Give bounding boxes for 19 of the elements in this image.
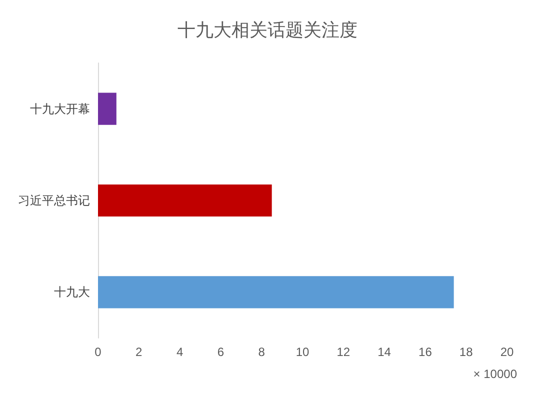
y-tick-label: 十九大开幕 bbox=[30, 102, 90, 116]
bar bbox=[98, 92, 116, 125]
x-tick-label: 4 bbox=[176, 345, 184, 359]
bar bbox=[98, 276, 454, 308]
x-tick-label: 6 bbox=[217, 345, 224, 359]
bar bbox=[98, 184, 272, 217]
x-tick-label: 8 bbox=[258, 345, 266, 359]
y-tick-label: 十九大 bbox=[54, 285, 90, 300]
x-tick-label: 0 bbox=[94, 345, 102, 359]
chart-title: 十九大相关话题关注度 bbox=[178, 20, 358, 40]
x-tick-label: 10 bbox=[296, 345, 310, 359]
x-tick-label: 12 bbox=[336, 345, 350, 359]
y-tick-label: 习近平总书记 bbox=[18, 194, 90, 208]
x-tick-label: 14 bbox=[378, 345, 392, 359]
x-tick-label: 2 bbox=[136, 345, 143, 359]
x-axis-title: × 10000 bbox=[473, 367, 518, 381]
x-tick-label: 16 bbox=[418, 345, 432, 359]
x-tick-label: 18 bbox=[459, 345, 474, 359]
x-tick-label: 20 bbox=[500, 345, 514, 359]
